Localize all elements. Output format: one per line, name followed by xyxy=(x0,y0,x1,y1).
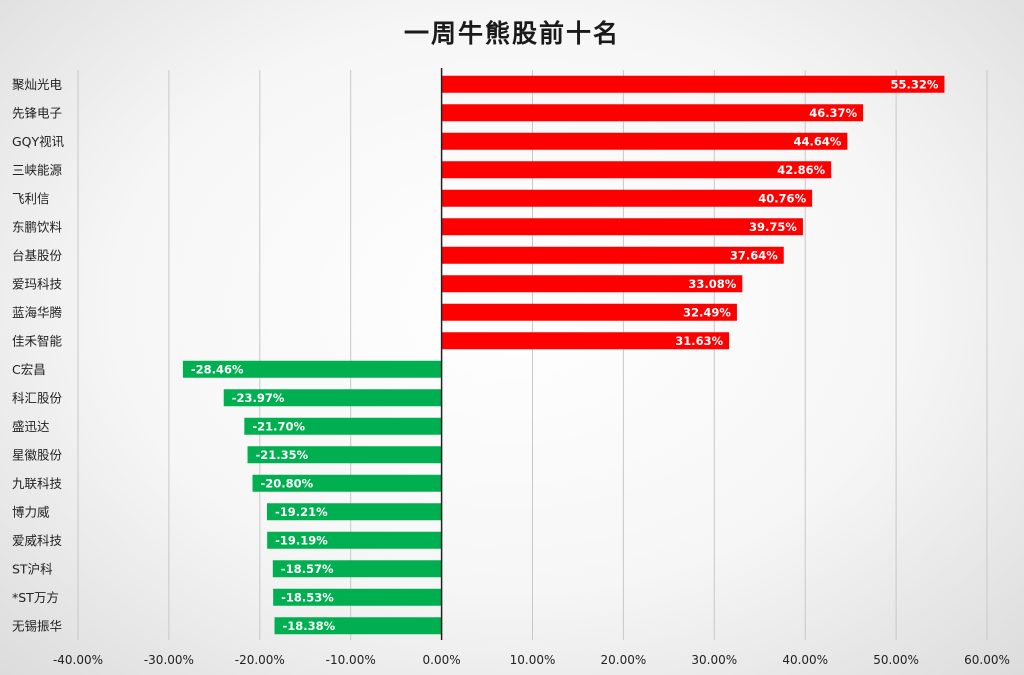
bar xyxy=(274,617,442,635)
bar xyxy=(273,588,442,606)
bar xyxy=(223,389,442,407)
x-tick-label: 10.00% xyxy=(510,653,556,667)
bar xyxy=(441,332,730,350)
data-label: 33.08% xyxy=(688,277,736,291)
data-label: 37.64% xyxy=(730,248,778,262)
category-label: 爱玛科技 xyxy=(12,276,63,291)
data-label: -18.38% xyxy=(283,619,336,633)
category-label: 九联科技 xyxy=(12,476,63,491)
bar xyxy=(182,360,442,378)
bar xyxy=(441,132,848,150)
category-label: 盛迅达 xyxy=(12,419,50,434)
x-tick-label: -20.00% xyxy=(235,653,285,667)
category-label: 佳禾智能 xyxy=(12,333,63,348)
data-label: 31.63% xyxy=(675,334,723,348)
x-tick-label: -10.00% xyxy=(326,653,376,667)
data-label: 32.49% xyxy=(683,305,731,319)
bar xyxy=(441,303,737,321)
grid-layer xyxy=(77,70,988,640)
bar xyxy=(441,275,743,293)
x-tick-label: 0.00% xyxy=(423,653,461,667)
bar xyxy=(441,75,945,93)
x-tick-label: 50.00% xyxy=(873,653,919,667)
data-label: 42.86% xyxy=(777,163,825,177)
bar xyxy=(441,104,864,122)
data-label: -21.70% xyxy=(252,419,305,433)
bar xyxy=(441,246,784,264)
data-label: 46.37% xyxy=(809,106,857,120)
bar xyxy=(266,503,442,521)
x-tick-label: 30.00% xyxy=(691,653,737,667)
label-layer: -40.00% -30.00% -20.00% -10.00% 0.00% 10.00% 2… xyxy=(12,77,1010,667)
x-tick-label: -30.00% xyxy=(144,653,194,667)
bar xyxy=(441,218,803,236)
data-label: 40.76% xyxy=(758,191,806,205)
category-label: C宏昌 xyxy=(12,362,46,377)
category-label: 科汇股份 xyxy=(12,390,63,405)
data-label: -28.46% xyxy=(191,362,244,376)
bar xyxy=(247,446,442,464)
data-label: -20.80% xyxy=(261,476,314,490)
category-label: 无锡振华 xyxy=(12,618,62,633)
category-label: *ST万方 xyxy=(12,590,59,605)
category-label: 台基股份 xyxy=(12,248,63,263)
data-label: 55.32% xyxy=(891,77,939,91)
category-label: ST沪科 xyxy=(12,561,53,576)
data-label: 44.64% xyxy=(793,134,841,148)
bar xyxy=(252,474,442,492)
bar xyxy=(272,560,442,578)
category-label: 三峡能源 xyxy=(12,162,63,177)
category-label: 东鹏饮料 xyxy=(12,219,63,234)
x-tick-label: 60.00% xyxy=(964,653,1010,667)
category-label: 蓝海华腾 xyxy=(12,305,63,320)
data-label: -23.97% xyxy=(232,391,285,405)
category-label: 爱威科技 xyxy=(12,533,63,548)
x-tick-label: 40.00% xyxy=(782,653,828,667)
category-label: 博力威 xyxy=(12,504,50,519)
bar-layer xyxy=(182,75,945,635)
category-label: 先锋电子 xyxy=(12,105,62,120)
category-label: GQY视讯 xyxy=(12,134,65,149)
bar xyxy=(441,161,832,179)
x-tick-label: 20.00% xyxy=(601,653,647,667)
chart-title: 一周牛熊股前十名 xyxy=(403,19,620,48)
category-label: 星徽股份 xyxy=(12,447,63,462)
category-label: 聚灿光电 xyxy=(12,77,63,92)
bar xyxy=(244,417,442,435)
data-label: 39.75% xyxy=(749,220,797,234)
data-label: -21.35% xyxy=(256,448,309,462)
category-label: 飞利信 xyxy=(12,191,50,206)
data-label: -18.53% xyxy=(281,590,334,604)
data-label: -18.57% xyxy=(281,562,334,576)
bar xyxy=(441,189,813,207)
data-label: -19.19% xyxy=(275,533,328,547)
data-label: -19.21% xyxy=(275,505,328,519)
x-tick-label: -40.00% xyxy=(53,653,103,667)
bar xyxy=(267,531,442,549)
